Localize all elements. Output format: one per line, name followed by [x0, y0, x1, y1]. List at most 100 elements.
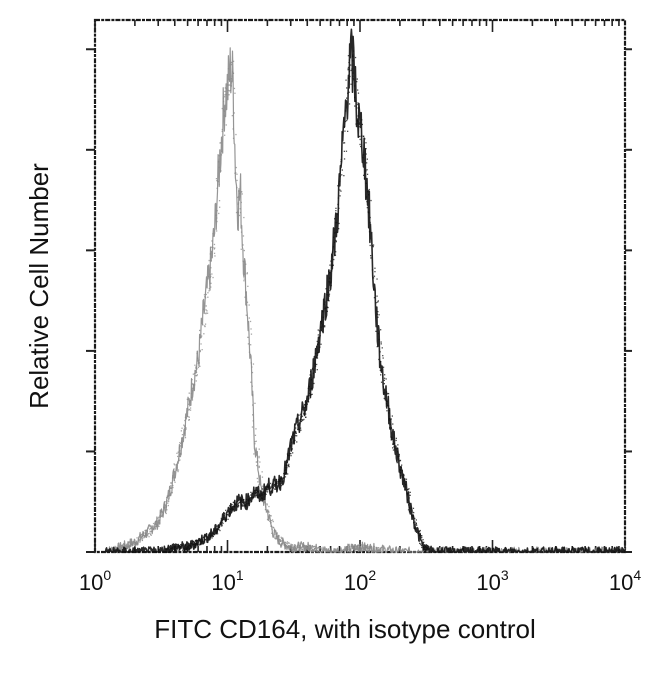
series-0-grain	[204, 296, 206, 298]
series-1-grain	[188, 547, 191, 550]
series-0-grain	[208, 290, 210, 292]
series-0-grain	[148, 536, 150, 538]
series-0-grain	[290, 547, 292, 549]
series-1-grain	[241, 498, 243, 500]
series-1-grain	[398, 455, 400, 457]
series-1-grain	[166, 549, 168, 551]
series-0-grain	[261, 471, 263, 473]
series-1-grain	[374, 267, 376, 269]
series-1-grain	[216, 525, 218, 527]
series-1-grain	[408, 511, 411, 513]
series-0-grain	[191, 399, 194, 401]
series-0-grain	[258, 466, 260, 469]
series-1-grain	[167, 548, 170, 550]
series-0-grain	[160, 510, 163, 512]
x-tick-label-3: 103	[476, 567, 508, 595]
series-1-grain	[351, 54, 354, 56]
series-1-grain	[296, 418, 299, 420]
series-0-grain	[289, 546, 291, 548]
series-0-grain	[360, 548, 363, 550]
series-0-grain	[281, 545, 283, 547]
series-0-grain	[280, 537, 283, 540]
series-1-grain	[245, 502, 247, 504]
series-1-grain	[245, 505, 247, 507]
series-0-grain	[207, 278, 209, 280]
series-1-grain	[329, 281, 331, 283]
series-0-grain	[168, 498, 170, 500]
series-0-grain	[167, 502, 169, 504]
series-1-grain	[382, 355, 384, 357]
series-1-grain	[346, 119, 348, 122]
series-1-grain	[292, 452, 294, 454]
series-0-grain	[154, 523, 156, 525]
series-1-grain	[259, 495, 261, 497]
series-0-grain	[313, 550, 315, 553]
series-0-grain	[269, 520, 271, 522]
series-0-grain	[133, 544, 136, 546]
series-1-grain	[300, 429, 302, 431]
series-1-grain	[425, 551, 427, 553]
series-0-grain	[157, 517, 159, 519]
series-1-grain	[200, 538, 202, 541]
series-0-grain	[199, 365, 201, 367]
series-1-grain	[181, 546, 183, 549]
series-1-grain	[288, 454, 290, 457]
series-0-grain	[150, 527, 152, 529]
series-1-grain	[377, 300, 379, 302]
series-0-grain	[301, 549, 303, 551]
series-0-grain	[121, 545, 123, 547]
series-1-grain	[402, 476, 405, 478]
series-0-grain	[252, 395, 254, 397]
series-0-grain	[173, 479, 176, 481]
series-1-grain	[389, 427, 391, 429]
series-1-grain	[357, 107, 359, 109]
series-0-grain	[303, 546, 305, 548]
series-1-grain	[357, 115, 359, 117]
series-0-grain	[357, 549, 359, 551]
series-1-grain	[357, 102, 359, 104]
series-0-grain	[358, 544, 360, 546]
series-1-grain	[359, 135, 361, 137]
series-0-grain	[195, 375, 197, 377]
x-tick-label-0: 100	[79, 567, 111, 595]
series-1-grain	[310, 388, 312, 390]
series-1-grain	[256, 495, 259, 497]
series-0-grain	[239, 192, 241, 195]
series-1-grain	[256, 489, 258, 491]
series-0-grain	[234, 172, 236, 174]
series-0-grain	[185, 428, 187, 430]
series-1-grain	[203, 537, 205, 539]
series-1-grain	[234, 502, 236, 504]
series-1-grain	[272, 487, 275, 489]
series-1-grain	[182, 547, 184, 549]
series-1-grain	[217, 525, 219, 527]
series-1-grain	[211, 531, 214, 533]
series-1-grain	[355, 123, 357, 125]
series-0-grain	[365, 549, 367, 551]
series-1-grain	[278, 480, 280, 483]
series-0-grain	[246, 273, 248, 275]
series-0-grain	[354, 548, 357, 551]
series-0-grain	[204, 325, 206, 327]
series-1-grain	[318, 342, 320, 344]
series-0-grain	[120, 546, 123, 549]
x-axis-label: FITC CD164, with isotype control	[154, 614, 535, 644]
series-0-grain	[316, 550, 318, 552]
series-0-grain	[370, 549, 372, 551]
series-1-grain	[328, 270, 330, 272]
series-1-grain	[225, 509, 227, 511]
series-0-grain	[258, 455, 260, 458]
series-0-grain	[173, 477, 176, 479]
series-0-grain	[179, 442, 181, 444]
series-0-grain	[371, 549, 374, 551]
series-1-grain	[275, 488, 277, 490]
series-0-grain	[352, 545, 354, 548]
series-0-grain	[347, 546, 349, 549]
series-1-grain	[418, 531, 420, 533]
series-1-grain	[314, 364, 316, 366]
series-1-grain	[236, 505, 238, 507]
series-1-grain	[341, 174, 343, 176]
series-1-grain	[334, 232, 336, 234]
series-0-grain	[304, 549, 306, 552]
series-0-grain	[140, 534, 142, 536]
